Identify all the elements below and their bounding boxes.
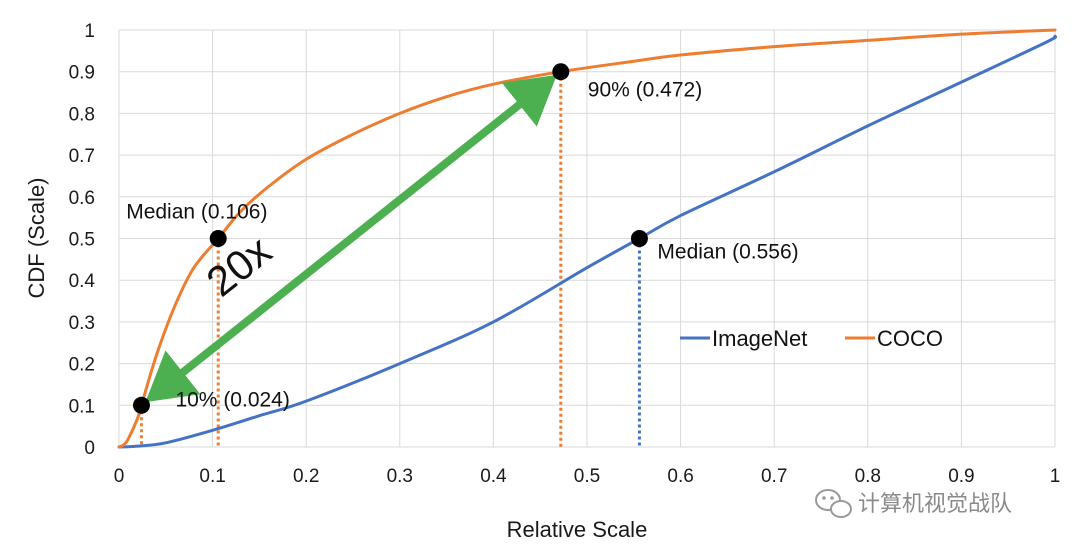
annotation-label-coco-90: 90% (0.472) bbox=[588, 79, 702, 102]
y-tick-label: 0.2 bbox=[69, 355, 95, 376]
y-tick-label: 1 bbox=[84, 21, 95, 42]
x-tick-label: 0.9 bbox=[948, 466, 974, 487]
x-tick-label: 0.6 bbox=[667, 466, 693, 487]
y-tick-label: 0.8 bbox=[69, 104, 95, 125]
x-axis-title: Relative Scale bbox=[507, 517, 648, 542]
marker-coco-90 bbox=[552, 63, 570, 81]
annotation-label-coco-10: 10% (0.024) bbox=[175, 388, 289, 411]
annotation-label-imagenet-median: Median (0.556) bbox=[657, 241, 798, 264]
series-line-imagenet bbox=[117, 34, 1058, 449]
x-tick-label: 0.4 bbox=[480, 466, 507, 487]
marker-coco-10 bbox=[132, 396, 150, 414]
y-tick-label: 0.6 bbox=[69, 188, 95, 209]
x-tick-label: 0.2 bbox=[293, 466, 319, 487]
x-tick-label: 0.8 bbox=[855, 466, 881, 487]
x-tick-label: 0 bbox=[114, 466, 125, 487]
watermark-text: 计算机视觉战队 bbox=[858, 492, 1012, 517]
marker-imagenet-median bbox=[630, 230, 648, 247]
y-tick-label: 0.5 bbox=[69, 230, 95, 251]
grid bbox=[118, 29, 1056, 448]
watermark: 计算机视觉战队 bbox=[815, 489, 1012, 518]
y-tick-label: 0.3 bbox=[69, 313, 95, 334]
legend-label-imagenet: ImageNet bbox=[712, 326, 807, 351]
wechat-icon bbox=[815, 489, 852, 518]
y-tick-label: 0 bbox=[84, 438, 95, 459]
marker-coco-median bbox=[209, 230, 227, 247]
legend: ImageNet COCO bbox=[680, 326, 943, 351]
x-tick-label: 0.3 bbox=[387, 466, 413, 487]
y-tick-label: 0.7 bbox=[69, 146, 95, 167]
tick-labels: 0 0.1 0.2 0.3 0.4 0.5 0.6 0.7 0.8 0.9 1 0 0.1 0.2 0.3 0… bbox=[69, 21, 1061, 487]
legend-label-coco: COCO bbox=[877, 326, 943, 351]
x-tick-label: 0.1 bbox=[199, 466, 225, 487]
annotation-markers bbox=[132, 63, 648, 414]
y-tick-label: 0.9 bbox=[69, 63, 95, 84]
x-tick-label: 0.7 bbox=[761, 466, 787, 487]
y-tick-label: 0.4 bbox=[69, 271, 96, 292]
annotation-labels: Median (0.106) 10% (0.024) 90% (0.472) Medi… bbox=[126, 79, 798, 412]
y-tick-label: 0.1 bbox=[69, 396, 95, 417]
ratio-arrow bbox=[145, 74, 557, 403]
annotation-label-coco-median: Median (0.106) bbox=[126, 201, 267, 224]
x-tick-label: 1 bbox=[1050, 466, 1061, 487]
x-tick-label: 0.5 bbox=[574, 466, 600, 487]
y-axis-title: CDF (Scale) bbox=[24, 177, 49, 298]
